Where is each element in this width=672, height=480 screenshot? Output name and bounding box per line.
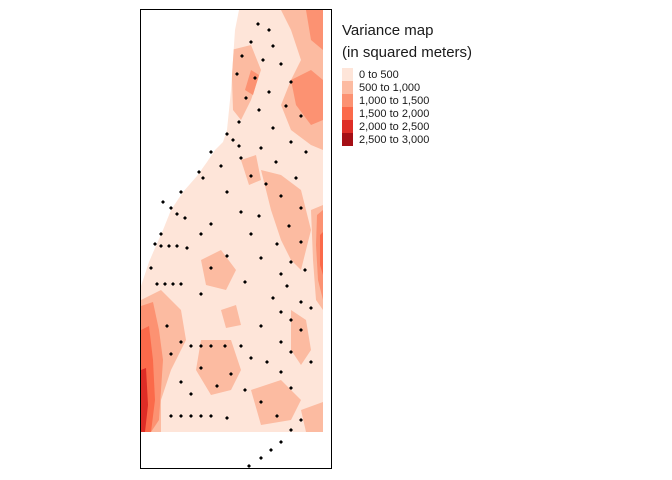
map-frame [140,9,332,469]
legend-item: 0 to 500 [342,68,472,81]
legend-label: 2,000 to 2,500 [359,120,430,133]
legend-item: 500 to 1,000 [342,81,472,94]
legend-swatch [342,120,353,133]
variance-map [141,10,323,468]
legend-item: 2,500 to 3,000 [342,133,472,146]
legend-swatch [342,68,353,81]
variance-surface [141,10,323,432]
legend-label: 1,500 to 2,000 [359,107,430,120]
legend-label: 2,500 to 3,000 [359,133,430,146]
legend-item: 2,000 to 2,500 [342,120,472,133]
variance-class-500-1000 [141,10,323,432]
legend-swatch [342,81,353,94]
legend-classes: 0 to 500 500 to 1,000 1,000 to 1,500 1,5… [342,68,472,146]
map-legend: Variance map (in squared meters) 0 to 50… [342,20,472,146]
legend-swatch [342,107,353,120]
legend-item: 1,000 to 1,500 [342,94,472,107]
legend-title: Variance map [342,22,434,39]
legend-subtitle: (in squared meters) [342,44,473,61]
legend-swatch [342,133,353,146]
variance-class-2000-2500 [141,368,148,432]
legend-label: 500 to 1,000 [359,81,421,94]
legend-item: 1,500 to 2,000 [342,107,472,120]
legend-swatch [342,94,353,107]
legend-label: 1,000 to 1,500 [359,94,430,107]
legend-label: 0 to 500 [359,68,399,81]
